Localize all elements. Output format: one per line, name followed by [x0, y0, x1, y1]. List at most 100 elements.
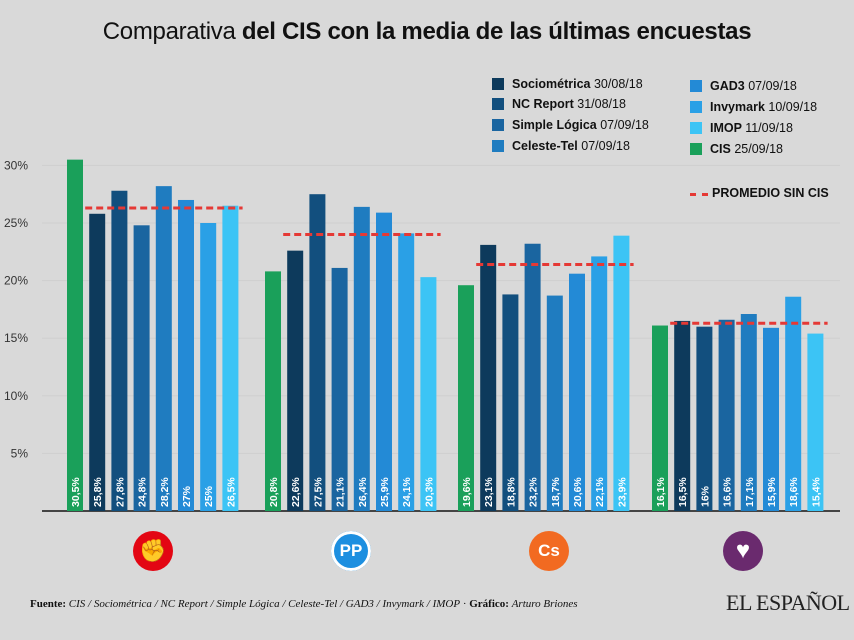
legend-swatch: [690, 143, 702, 155]
bar: [718, 319, 735, 511]
bar: [591, 256, 608, 511]
legend-swatch: [690, 101, 702, 113]
source-label: Fuente:: [30, 598, 69, 610]
bar: [546, 295, 563, 511]
bar: [200, 223, 217, 511]
y-tick-label: 25%: [4, 216, 28, 230]
bar: [353, 206, 370, 511]
bar-value-label: 15,9%: [766, 477, 778, 507]
bar-value-label: 22,1%: [594, 477, 606, 507]
footer-credits: Fuente: CIS / Sociométrica / NC Report /…: [30, 598, 578, 610]
bar-value-label: 18,6%: [788, 477, 800, 507]
bar: [111, 190, 128, 511]
bar-value-label: 23,2%: [528, 477, 540, 507]
pp-logo-icon: PP: [331, 531, 371, 571]
title-bold: del CIS con la media de las últimas encu…: [241, 18, 752, 45]
legend-label: GAD3 07/09/18: [710, 79, 797, 93]
bar: [458, 285, 474, 511]
bar-value-label: 16,1%: [655, 477, 667, 507]
bar: [155, 186, 172, 512]
bar-value-label: 26,5%: [225, 477, 237, 507]
bar: [480, 244, 497, 511]
y-tick-label: 30%: [4, 158, 28, 172]
bar-value-label: 17,1%: [744, 477, 756, 507]
bar: [785, 296, 802, 511]
legend-swatch: [492, 98, 504, 110]
bar: [502, 294, 519, 511]
legend-date: 31/08/18: [577, 97, 626, 111]
bar-value-label: 16,5%: [677, 477, 689, 507]
y-tick-label: 5%: [11, 446, 29, 460]
bar-value-label: 18,7%: [550, 477, 562, 507]
bar: [67, 159, 83, 511]
legend-label: CIS 25/09/18: [710, 142, 783, 156]
legend-swatch: [690, 80, 702, 92]
legend-date: 07/09/18: [600, 118, 649, 132]
psoe-logo-icon: ✊: [133, 531, 173, 571]
legend-label: Simple Lógica 07/09/18: [512, 118, 649, 132]
bar-value-label: 23,1%: [483, 477, 495, 507]
bar: [376, 212, 392, 511]
average-legend-label: PROMEDIO SIN CIS: [712, 186, 829, 200]
bar: [309, 194, 326, 511]
bar: [807, 333, 824, 511]
source-list: CIS / Sociométrica / NC Report / Simple …: [68, 598, 461, 610]
bar-value-label: 19,6%: [461, 477, 473, 507]
legend-swatch: [492, 140, 504, 152]
bar-value-label: 21,1%: [335, 477, 347, 507]
bar: [674, 320, 691, 511]
legend-date: 07/09/18: [748, 79, 797, 93]
bar: [398, 233, 415, 512]
bar-value-label: 27%: [181, 485, 193, 507]
bar: [740, 314, 757, 511]
bar-value-label: 20,8%: [268, 477, 280, 507]
brand-logo: EL ESPAÑOL: [726, 590, 850, 615]
bar-value-label: 25,8%: [92, 477, 104, 507]
bar-value-label: 20,3%: [423, 477, 435, 507]
bar-value-label: 25%: [203, 485, 215, 507]
legend-swatch: [492, 119, 504, 131]
bar-value-label: 24,1%: [401, 477, 413, 507]
podemos-logo-icon: ♥: [723, 531, 763, 571]
bar-value-label: 22,6%: [290, 477, 302, 507]
y-tick-label: 10%: [4, 389, 28, 403]
bar-value-label: 26,4%: [357, 477, 369, 507]
bar: [569, 273, 585, 511]
bar: [287, 250, 304, 511]
bar: [696, 326, 713, 511]
bar-value-label: 16%: [699, 485, 711, 507]
bar-value-label: 23,9%: [616, 477, 628, 507]
bar: [613, 235, 630, 511]
bar: [222, 205, 239, 511]
average-legend-line: [690, 193, 708, 196]
bar: [763, 327, 779, 511]
legend-date: 11/09/18: [745, 121, 793, 135]
graphic-author: Arturo Briones: [511, 598, 578, 610]
legend-label: Sociométrica 30/08/18: [512, 77, 643, 91]
legend-label: IMOP 11/09/18: [710, 121, 793, 135]
bar-value-label: 27,5%: [312, 477, 324, 507]
bar: [331, 267, 348, 511]
bar: [265, 271, 281, 511]
legend-date: 10/09/18: [768, 100, 818, 114]
bar-value-label: 15,4%: [810, 477, 822, 507]
legend-label: NC Report 31/08/18: [512, 97, 626, 111]
y-tick-label: 20%: [4, 274, 28, 288]
footer-separator: ·: [460, 598, 470, 610]
bar-value-label: 16,6%: [722, 477, 734, 507]
legend-date: 07/09/18: [581, 139, 630, 153]
bar-value-label: 27,8%: [114, 477, 126, 507]
legend-label: Invymark 10/09/18: [710, 100, 818, 114]
bar-value-label: 25,9%: [379, 477, 391, 507]
chart-title: Comparativa del CIS con la media de las …: [0, 18, 854, 46]
bar-value-label: 20,6%: [572, 477, 584, 507]
bar-value-label: 28,2%: [159, 477, 171, 507]
legend-label: Celeste-Tel 07/09/18: [512, 139, 630, 153]
title-regular: Comparativa: [102, 18, 242, 45]
legend-date: 30/08/18: [593, 77, 643, 91]
bar-value-label: 30,5%: [70, 477, 82, 507]
legend-swatch: [690, 122, 702, 134]
y-tick-label: 15%: [4, 331, 28, 345]
bar: [524, 243, 541, 511]
